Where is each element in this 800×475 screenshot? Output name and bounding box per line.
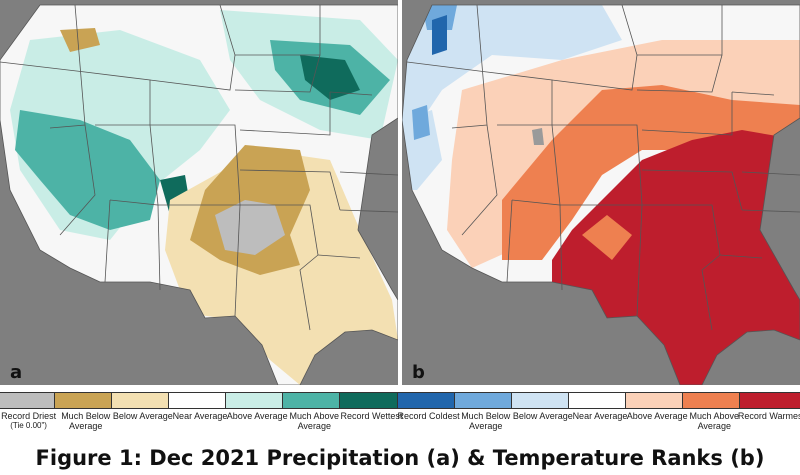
legend-item: Much Above Average [679,388,749,431]
legend-label: Record Wettest [340,411,403,421]
panel-letter-b: b [412,362,425,383]
legend-label: Below Average [512,411,573,421]
record-wettest [300,55,360,100]
record-driest [215,200,285,255]
legend-label: Near Average [572,411,628,421]
legend-label: Much Below Average [61,411,111,431]
panel-letter-a: a [10,362,23,383]
temperature-map: b [402,0,800,385]
legend-swatch [739,392,800,409]
precipitation-map: a [0,0,398,385]
legend-item: Record Warmest [736,388,800,421]
legend-item: Below Average [508,388,578,421]
legend-label: Much Above Average [689,411,740,431]
legend-label: Record Coldest [397,411,460,421]
much-above-band [502,85,800,260]
legend-note: (Tie 0.00") [10,421,47,430]
legend-label: Near Average [172,411,228,421]
legend-item: Above Average [622,388,692,421]
legend-item: Much Below Average [51,388,121,431]
state-boundaries-b [402,4,800,385]
legend-label: Above Average [226,411,288,421]
legend-item: Much Above Average [279,388,349,431]
legend-label: Record Warmest [737,411,800,421]
legend-label: Above Average [626,411,688,421]
figure-caption: Figure 1: Dec 2021 Precipitation (a) & T… [35,446,765,470]
legend: Record Driest (Tie 0.00") Much Below Avera… [0,388,800,446]
precipitation-map-svg [0,4,398,385]
legend-label: Record Driest (Tie 0.00") [0,411,64,431]
legend-label: Much Below Average [461,411,511,431]
temperature-map-svg [402,4,800,385]
below-avg-nw [402,5,622,150]
legend-label: Much Above Average [289,411,340,431]
state-boundaries [0,4,398,385]
much-above-west [15,110,160,230]
legend-label: Below Average [112,411,173,421]
